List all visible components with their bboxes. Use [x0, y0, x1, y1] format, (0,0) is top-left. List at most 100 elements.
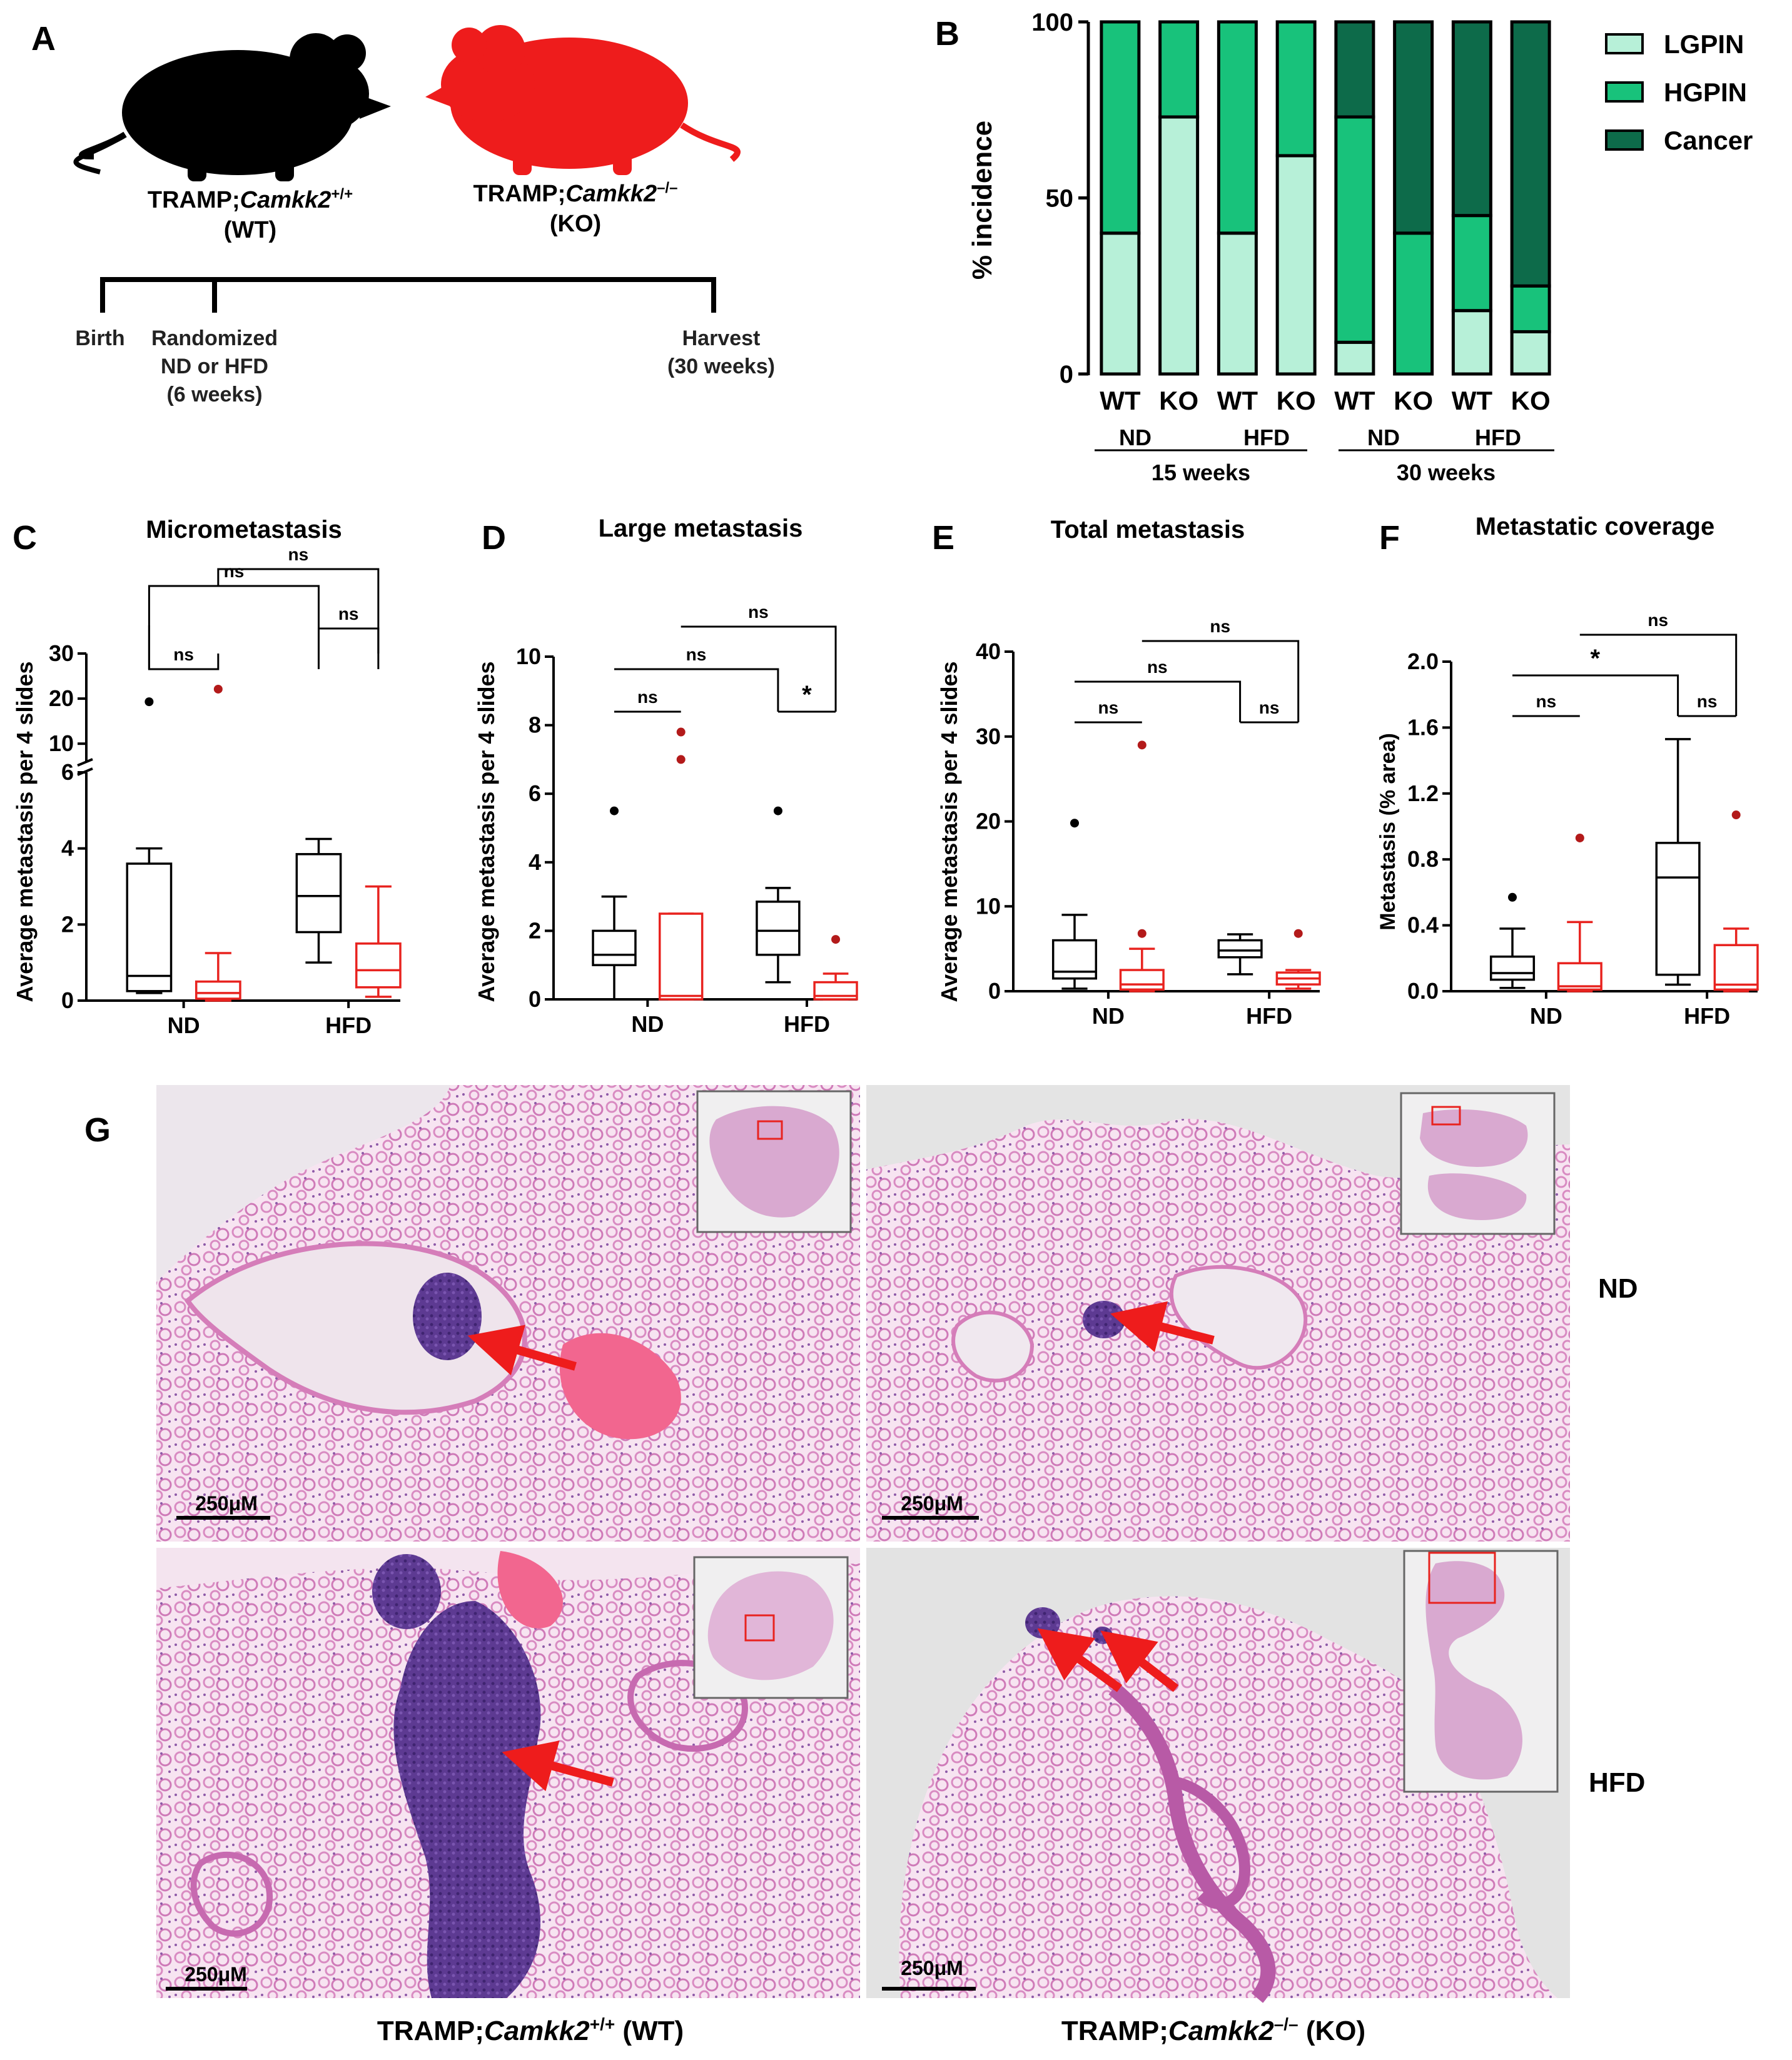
outlier-point: [773, 806, 782, 815]
outlier-point: [213, 684, 223, 694]
panel-d-plot: 0 2 4 6 8 10 ND HFD ns * ns ns: [516, 602, 858, 1037]
panel-b-plot: 0 50 100 WT KO WT KO WT KO WT KO: [1031, 9, 1551, 415]
box-nd-ko: [1119, 969, 1165, 991]
outlier-point: [1293, 929, 1303, 938]
significance-label: ns: [1098, 698, 1119, 717]
panel-f-label: F: [1379, 519, 1400, 557]
panel-f-title: Metastatic coverage: [1476, 513, 1714, 540]
histology-ko-nd: 250μM: [866, 1085, 1570, 1542]
panel-b: B % incidence 0 50 100 WT KO WT KO WT KO WT KO LGP…: [935, 9, 1753, 485]
outlier-point: [1070, 819, 1079, 828]
significance-label: ns: [686, 645, 707, 664]
column-label-ko: TRAMP;Camkk2–/– (KO): [1061, 2014, 1365, 2046]
panel-d-title: Large metastasis: [599, 515, 803, 542]
ko-mouse-icon: [425, 25, 741, 175]
ytick-label: 4: [529, 849, 541, 875]
significance-label: ns: [1259, 698, 1280, 717]
bar-lgpin: [1100, 231, 1141, 376]
legend-label: HGPIN: [1664, 78, 1747, 107]
panel-b-xtick-label: KO: [1394, 386, 1433, 415]
panel-c-title: Micrometastasis: [146, 516, 342, 543]
ytick-label: 10: [49, 730, 74, 756]
bar-hgpin: [1100, 20, 1141, 235]
inset-region-box: [744, 1614, 775, 1642]
histology-ko-hfd: 250μM: [866, 1548, 1570, 2003]
ytick-label: 20: [976, 809, 1001, 834]
xtick-label: HFD: [784, 1011, 830, 1037]
ytick-label: 2: [61, 911, 74, 937]
ytick-label: 2.0: [1407, 649, 1439, 674]
arrow-icon: [1100, 1630, 1179, 1692]
panel-b-ytick-label: 0: [1060, 361, 1073, 388]
metastasis-focus: [1025, 1607, 1060, 1638]
ytick-label: 40: [976, 639, 1001, 664]
panel-c-label: C: [13, 519, 37, 557]
panel-b-xtick-label: WT: [1334, 386, 1375, 415]
arrow-icon: [1110, 1301, 1215, 1353]
panel-b-ylabel: % incidence: [967, 121, 998, 280]
ytick-label: 0: [61, 987, 74, 1013]
significance-bracket: [614, 668, 779, 712]
ytick-label: 6: [61, 759, 74, 785]
xtick-label: HFD: [1684, 1003, 1730, 1029]
panel-e-plot: 0 10 20 30 40 ND HFD ns ns ns ns: [976, 617, 1321, 1029]
timeline-30weeks: (30 weeks): [667, 355, 775, 378]
bar-cancer: [1393, 20, 1434, 235]
wt-mouse-icon: [73, 33, 391, 181]
box-nd-ko: [195, 980, 241, 1000]
panel-b-group-nd-30: ND: [1367, 425, 1400, 450]
row-label-hfd: HFD: [1589, 1767, 1645, 1798]
inset-region-box: [1428, 1552, 1496, 1604]
panel-b-time-30: 30 weeks: [1397, 460, 1496, 485]
timeline-6weeks: (6 weeks): [166, 383, 262, 406]
bar-hgpin: [1334, 115, 1375, 344]
outlier-point: [144, 697, 154, 707]
significance-label: ns: [1147, 657, 1168, 677]
significance-label: *: [802, 681, 812, 709]
xtick-label: HFD: [325, 1012, 372, 1038]
scale-bar-label: 250μM: [195, 1492, 258, 1515]
xtick-label: ND: [1530, 1003, 1562, 1029]
panel-c-ylabel: Average metastasis per 4 slides: [12, 662, 38, 1002]
metastasis-focus: [393, 1601, 541, 1998]
panel-f-ylabel: Metastasis (% area): [1376, 733, 1400, 931]
panel-b-ytick-label: 50: [1046, 185, 1074, 213]
significance-label: ns: [224, 562, 245, 581]
box-nd-wt: [592, 929, 637, 966]
inset-region-box: [1431, 1106, 1461, 1126]
box-nd-wt: [126, 862, 173, 992]
wt-genotype-label: TRAMP;Camkk2+/+: [148, 186, 353, 213]
inset-region-box: [757, 1120, 783, 1140]
panel-b-ytick-label: 100: [1031, 9, 1073, 36]
significance-label: ns: [1210, 617, 1230, 636]
box-hfd-wt: [756, 901, 801, 956]
metastasis-focus: [413, 1273, 482, 1360]
significance-label: ns: [1648, 610, 1668, 630]
box-hfd-wt: [295, 853, 342, 934]
ytick-label: 0.0: [1407, 978, 1439, 1004]
panel-d-label: D: [482, 519, 506, 557]
panel-b-xtick-label: WT: [1452, 386, 1493, 415]
ytick-label: 4: [61, 836, 74, 861]
panel-e-label: E: [932, 519, 954, 557]
ytick-label: 0: [529, 986, 541, 1012]
significance-label: ns: [173, 645, 194, 664]
significance-label: ns: [1536, 692, 1557, 711]
panel-f-plot: 0.0 0.4 0.8 1.2 1.6 2.0 ND HFD ns ns * ns: [1407, 610, 1759, 1029]
xtick-label: ND: [168, 1012, 200, 1038]
outlier-point: [1508, 892, 1517, 902]
arrow-icon: [502, 1740, 614, 1792]
significance-label: ns: [338, 604, 359, 624]
panel-e-ylabel: Average metastasis per 4 slides: [936, 662, 962, 1002]
significance-bracket: [1512, 674, 1679, 716]
panel-a-label: A: [31, 20, 56, 58]
ytick-label: 2: [529, 917, 541, 943]
significance-bracket: [217, 568, 380, 669]
panel-f: F Metastatic coverage Metastasis (% area…: [1376, 513, 1759, 1029]
significance-label: ns: [637, 687, 658, 707]
wt-short-label: (WT): [224, 217, 276, 243]
box-nd-ko: [659, 912, 704, 1001]
panel-b-xtick-label: WT: [1217, 386, 1258, 415]
outlier-point: [1575, 833, 1584, 842]
